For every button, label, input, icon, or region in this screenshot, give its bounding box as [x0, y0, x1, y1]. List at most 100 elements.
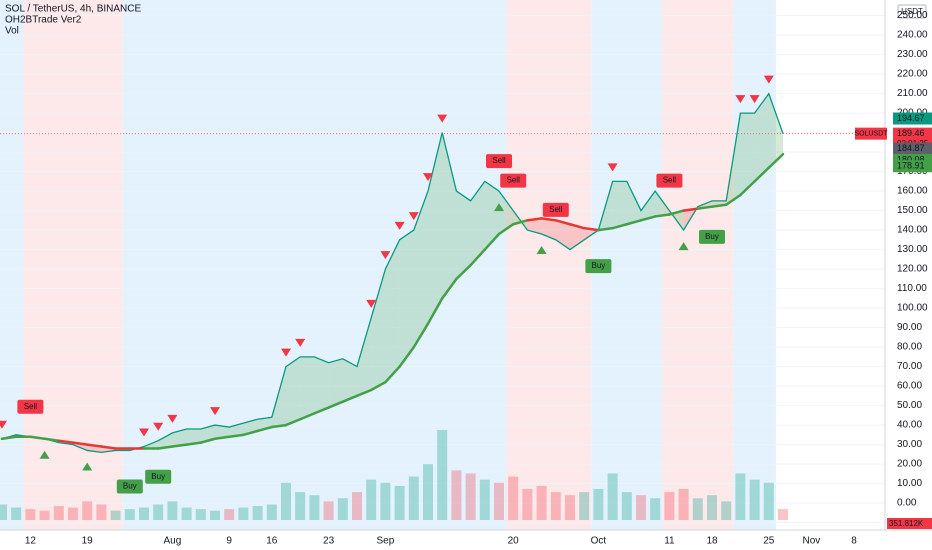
- volume-bar: [281, 482, 291, 520]
- volume-bar: [53, 506, 64, 520]
- signal-band: [662, 0, 734, 530]
- signal-label-box: [116, 479, 143, 494]
- volume-bar: [39, 510, 50, 520]
- trend-fill: [428, 132, 443, 324]
- volume-bar: [664, 492, 675, 520]
- trend-fill: [470, 181, 485, 266]
- volume-bar: [366, 479, 377, 520]
- ma-segment: [540, 217, 558, 222]
- price-label: 178.91: [897, 161, 925, 171]
- price-label: 180.08: [897, 154, 925, 164]
- y-tick-label: 100.00: [897, 303, 928, 314]
- y-tick-label: 160.00: [897, 186, 928, 197]
- price-label-box: [893, 112, 932, 125]
- y-tick-label: 210.00: [897, 88, 928, 99]
- ma-segment: [440, 277, 458, 300]
- unit-label[interactable]: USDT: [901, 7, 923, 16]
- signal-label: Sell: [549, 205, 563, 214]
- ma-segment: [753, 166, 771, 183]
- sell-signal: [749, 95, 760, 104]
- x-tick-label: Oct: [591, 536, 607, 547]
- volume-bar: [11, 507, 22, 520]
- ma-segment: [611, 222, 629, 230]
- trend-fill: [328, 358, 343, 408]
- volume-label-box: [887, 518, 932, 529]
- ma-segment: [412, 322, 430, 349]
- signal-label: Buy: [151, 472, 165, 481]
- ma-segment: [639, 215, 657, 222]
- y-tick-label: 220.00: [897, 69, 928, 80]
- trend-fill: [186, 428, 201, 445]
- volume-bar: [25, 509, 36, 520]
- y-tick-label: 50.00: [897, 400, 922, 411]
- volume-bar: [508, 476, 519, 520]
- ma-segment: [724, 193, 742, 206]
- plot: Sell Sell Sell Sell Sell Buy Buy Buy Buy: [0, 75, 885, 520]
- trend-fill: [399, 230, 414, 367]
- volume-bar: [451, 470, 462, 520]
- sell-signal: [366, 299, 377, 308]
- x-tick-label: Aug: [164, 536, 182, 547]
- ma-segment: [355, 388, 373, 398]
- x-tick-label: Nov: [803, 536, 821, 547]
- y-tick-label: 130.00: [897, 244, 928, 255]
- ma-segment: [455, 263, 472, 281]
- volume-bar: [565, 495, 575, 520]
- ma-segment: [298, 412, 316, 421]
- signal-band: [506, 0, 592, 530]
- ma-segment: [213, 435, 231, 440]
- price-label-box: [893, 142, 932, 155]
- ma-segment: [369, 380, 387, 392]
- signal-label-box: [585, 259, 612, 274]
- volume-bar: [337, 498, 348, 520]
- ma-segment: [100, 445, 117, 450]
- ma-segment: [582, 226, 600, 232]
- volume-bar: [167, 501, 178, 520]
- sell-signal: [423, 173, 433, 182]
- volume-bar: [437, 430, 448, 520]
- sell-signal: [437, 114, 448, 123]
- volume-bar: [210, 510, 220, 520]
- volume-bar: [110, 510, 121, 520]
- trend-fill: [314, 356, 329, 414]
- trend-fill: [215, 425, 230, 439]
- y-tick-label: 20.00: [897, 459, 922, 470]
- ma-segment: [483, 232, 501, 251]
- price-axis: [885, 0, 932, 550]
- ma-segment: [199, 437, 217, 444]
- unit-box[interactable]: [897, 4, 927, 19]
- signal-label: Buy: [592, 261, 606, 270]
- ma-segment: [71, 441, 89, 446]
- ma-segment: [767, 152, 785, 169]
- buy-signal: [39, 450, 50, 459]
- volume-bar: [778, 509, 788, 520]
- sell-signal: [408, 212, 419, 221]
- ma-segment: [284, 417, 302, 427]
- sell-signal: [210, 407, 220, 416]
- x-tick-label: 12: [25, 536, 37, 547]
- volume-bar: [465, 473, 476, 520]
- buy-signal: [536, 245, 547, 254]
- sell-signal: [153, 422, 164, 431]
- x-tick-label: 18: [706, 536, 718, 547]
- volume-bar: [181, 507, 192, 520]
- trend-fill: [626, 181, 641, 225]
- buy-signal: [82, 462, 93, 471]
- volume-bar: [153, 504, 164, 520]
- volume-bar: [749, 479, 760, 520]
- trend-fill: [413, 191, 428, 348]
- sell-signal: [763, 75, 774, 84]
- trend-fill: [286, 356, 301, 426]
- y-tick-label: 140.00: [897, 225, 928, 236]
- ma-segment: [384, 365, 401, 384]
- volume-bar: [0, 504, 7, 520]
- ma-segment: [625, 219, 643, 226]
- ma-segment: [0, 435, 18, 440]
- symbol-box: [855, 127, 887, 140]
- sell-signal: [0, 420, 7, 429]
- ma-segment: [242, 429, 259, 437]
- trend-fill: [499, 191, 514, 234]
- y-tick-label: 240.00: [897, 30, 928, 41]
- x-tick-label: 16: [266, 536, 278, 547]
- ma-segment: [568, 222, 586, 230]
